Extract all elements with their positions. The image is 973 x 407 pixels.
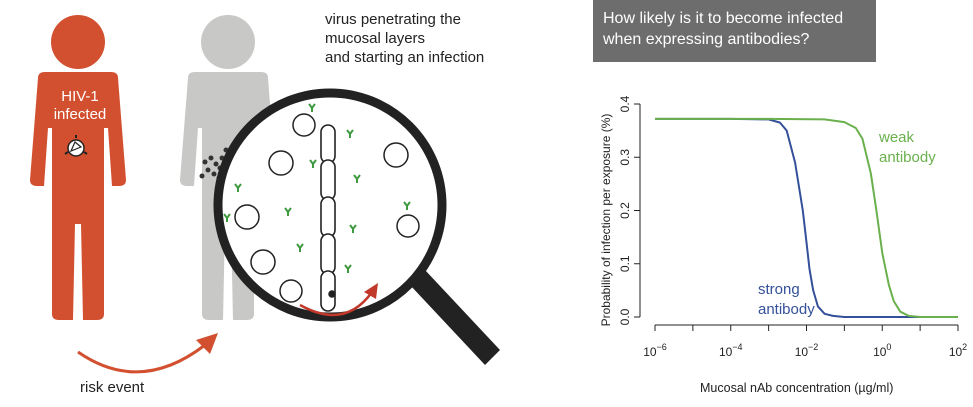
chart-y-label: Probability of infection per exposure (%… [599, 113, 613, 327]
risk-event-arrow [77, 333, 218, 374]
infection-entry-arrow [299, 283, 378, 317]
y-tick-label: 0.1 [618, 255, 632, 272]
y-axis: 0.0 0.1 0.2 0.3 0.4 [618, 95, 641, 325]
virus-caption-line2: mucosal layers [325, 30, 426, 47]
legend-strong-line2: antibody [758, 301, 815, 318]
x-tick-label: 102 [949, 342, 967, 359]
x-axis: 10−6 10−4 10−2 100 102 [643, 324, 967, 359]
series-weak-antibody [655, 117, 958, 318]
virus-caption-line3: and starting an infection [325, 49, 485, 66]
infected-label-line2: infected [53, 106, 107, 123]
infected-virus-icon [64, 135, 88, 157]
y-tick-label: 0.4 [618, 95, 632, 112]
legend-weak-line2: antibody [879, 149, 936, 166]
lens-virus-icons [234, 113, 420, 303]
chart-area: 0.0 0.1 0.2 0.3 0.4 10−6 10−4 10−2 100 102 [618, 95, 967, 359]
question-line1: How likely is it to become infected [603, 10, 844, 27]
antibody-icons [223, 103, 411, 273]
x-tick-label: 10−4 [719, 342, 743, 359]
infected-label-line1: HIV-1 [61, 88, 99, 105]
virus-caption-line1: virus penetrating the [325, 11, 461, 28]
x-tick-label: 10−6 [643, 342, 667, 359]
y-tick-label: 0.3 [618, 149, 632, 166]
virus-caption: virus penetrating the mucosal layers and… [325, 10, 484, 67]
infected-label: HIV-1 infected [40, 88, 120, 124]
legend-strong-antibody: strong antibody [758, 280, 815, 320]
legend-weak-line1: weak [879, 129, 915, 146]
x-tick-label: 10−2 [795, 342, 819, 359]
y-tick-label: 0.2 [618, 202, 632, 219]
infected-person-figure [30, 15, 126, 320]
x-tick-label: 100 [873, 342, 891, 359]
y-tick-label: 0.0 [618, 308, 632, 325]
legend-strong-line1: strong [758, 281, 800, 298]
risk-event-label: risk event [80, 379, 145, 396]
question-box: How likely is it to become infected when… [593, 0, 876, 62]
series-layer [655, 117, 958, 318]
magnifier-handle [410, 270, 500, 365]
question-line2: when expressing antibodies? [603, 31, 810, 48]
series-strong-antibody [655, 117, 958, 318]
chart-x-label: Mucosal nAb concentration (µg/ml) [700, 381, 894, 395]
mucosal-cell-layer [320, 124, 336, 312]
legend-weak-antibody: weak antibody [879, 128, 936, 168]
